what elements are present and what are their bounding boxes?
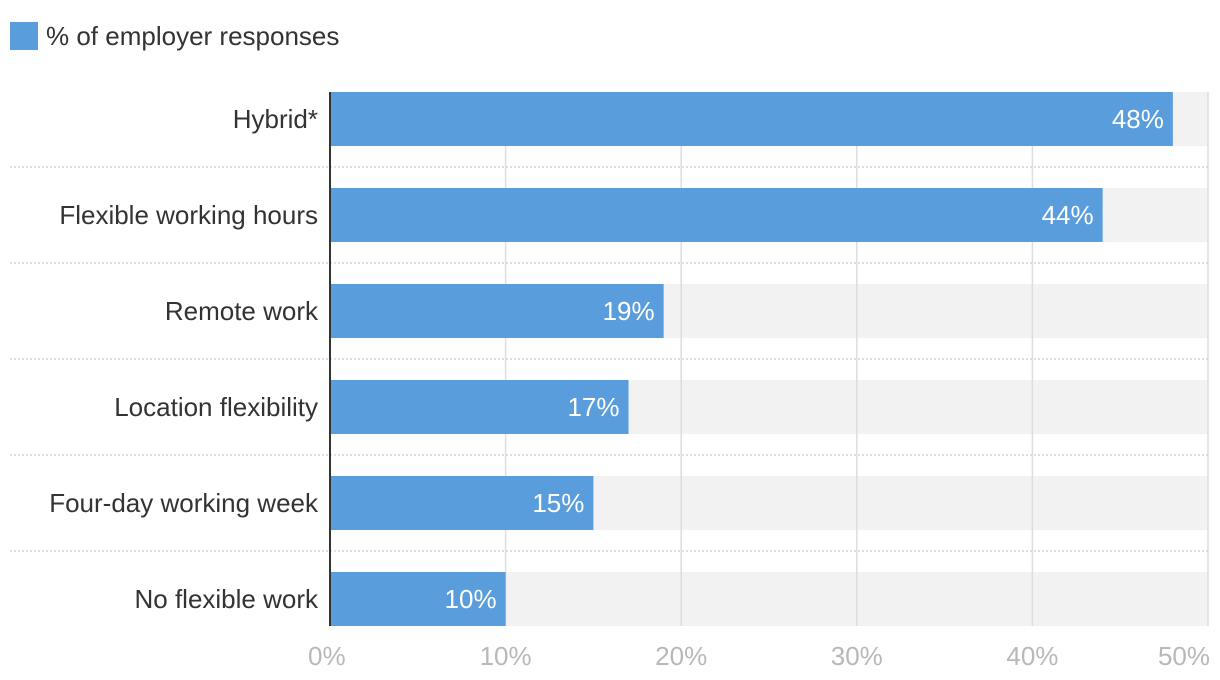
category-label: Flexible working hours (59, 200, 318, 230)
x-tick-label: 40% (1006, 641, 1058, 671)
data-label: 44% (1042, 200, 1094, 230)
data-label: 17% (567, 392, 619, 422)
legend-swatch (10, 22, 38, 50)
x-tick-label: 50% (1158, 641, 1210, 671)
bar (330, 92, 1173, 146)
category-labels: Hybrid* Flexible working hours Remote work… (49, 104, 319, 614)
data-label: 19% (603, 296, 655, 326)
bar (330, 188, 1103, 242)
category-label: No flexible work (134, 584, 319, 614)
bar-tracks (330, 92, 1208, 626)
data-labels: 48% 44% 19% 17% 15% 10% (445, 104, 1164, 614)
x-tick-label: 0% (308, 641, 346, 671)
x-tick-labels: 0% 10% 20% 30% 40% 50% (308, 641, 1210, 671)
x-tick-label: 30% (831, 641, 883, 671)
bar (330, 380, 629, 434)
x-tick-label: 20% (655, 641, 707, 671)
category-label: Hybrid* (233, 104, 318, 134)
gridlines (504, 92, 1209, 626)
category-label: Four-day working week (49, 488, 319, 518)
category-label: Location flexibility (114, 392, 318, 422)
bar (330, 572, 506, 626)
legend-label: % of employer responses (46, 21, 339, 51)
data-label: 48% (1112, 104, 1164, 134)
x-tick-label: 10% (480, 641, 532, 671)
data-label: 15% (532, 488, 584, 518)
bar (330, 476, 594, 530)
data-label: 10% (445, 584, 497, 614)
category-label: Remote work (165, 296, 319, 326)
bars (330, 92, 1173, 626)
legend: % of employer responses (10, 21, 339, 51)
bar (330, 284, 664, 338)
